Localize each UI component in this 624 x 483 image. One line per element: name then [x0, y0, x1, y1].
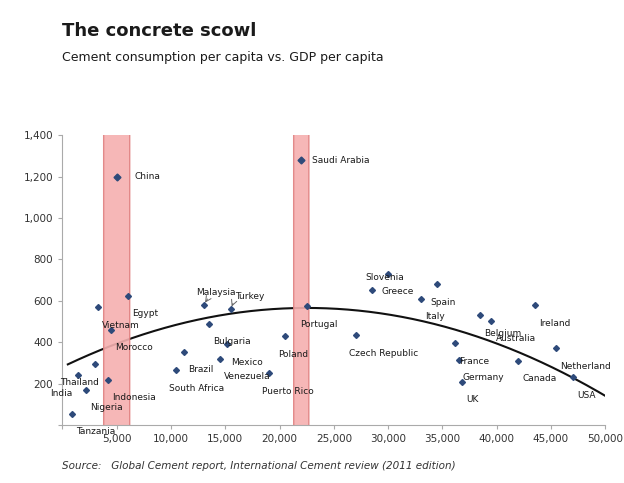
Text: Australia: Australia — [495, 334, 535, 343]
Text: Vietnam: Vietnam — [102, 321, 140, 329]
Text: Cement consumption per capita vs. GDP per capita: Cement consumption per capita vs. GDP pe… — [62, 51, 384, 64]
Text: Thailand: Thailand — [61, 378, 99, 386]
Text: Brazil: Brazil — [188, 365, 213, 374]
Text: Indonesia: Indonesia — [112, 393, 156, 402]
Text: Germany: Germany — [463, 373, 504, 383]
Text: The concrete scowl: The concrete scowl — [62, 22, 256, 40]
Text: Mexico: Mexico — [232, 358, 263, 367]
Text: Saudi Arabia: Saudi Arabia — [313, 156, 370, 165]
Text: Bulgaria: Bulgaria — [213, 337, 251, 346]
Ellipse shape — [104, 0, 130, 483]
Text: Slovenia: Slovenia — [365, 273, 404, 283]
Text: Source:   Global Cement report, International Cement review (2011 edition): Source: Global Cement report, Internatio… — [62, 461, 456, 471]
Text: South Africa: South Africa — [170, 384, 225, 393]
Text: Italy: Italy — [425, 313, 445, 321]
Text: Turkey: Turkey — [235, 292, 264, 301]
Text: Poland: Poland — [278, 350, 308, 358]
Text: China: China — [135, 172, 160, 181]
Text: Malaysia: Malaysia — [197, 288, 236, 297]
Text: France: France — [460, 357, 490, 366]
Text: Canada: Canada — [522, 374, 557, 384]
Text: USA: USA — [577, 391, 595, 400]
Text: Tanzania: Tanzania — [76, 427, 115, 436]
Text: Belgium: Belgium — [485, 329, 522, 338]
Text: Puerto Rico: Puerto Rico — [261, 387, 313, 396]
Text: Morocco: Morocco — [115, 343, 153, 353]
Text: Venezuela: Venezuela — [224, 372, 271, 382]
Text: Egypt: Egypt — [132, 309, 158, 318]
Text: India: India — [50, 389, 72, 398]
Text: Nigeria: Nigeria — [90, 403, 123, 412]
Text: Netherland: Netherland — [560, 362, 612, 371]
Text: Portugal: Portugal — [300, 320, 337, 328]
Ellipse shape — [294, 0, 309, 483]
Text: Greece: Greece — [381, 287, 414, 297]
Text: UK: UK — [466, 395, 479, 404]
Text: Ireland: Ireland — [539, 318, 570, 327]
Text: Czech Republic: Czech Republic — [349, 349, 418, 357]
Text: Spain: Spain — [430, 298, 456, 307]
